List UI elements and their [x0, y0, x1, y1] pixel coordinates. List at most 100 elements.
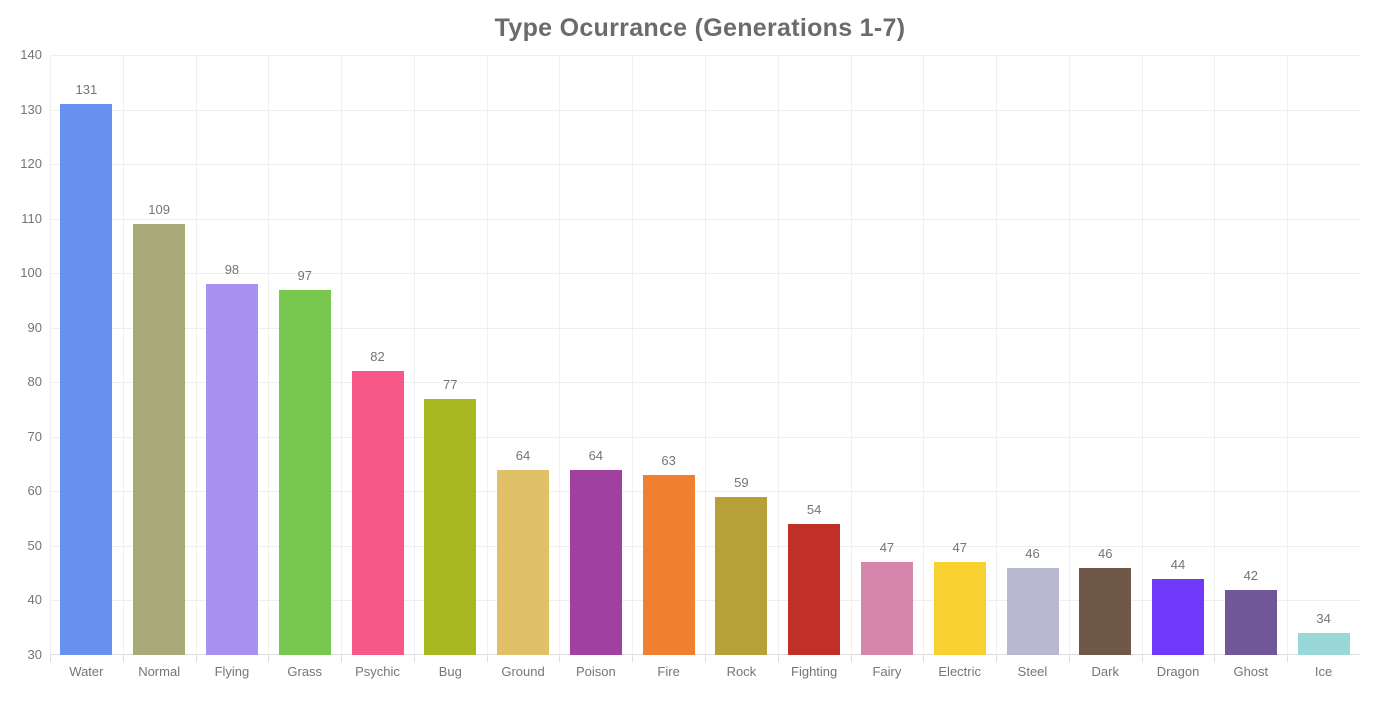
- plot-area: [50, 55, 1360, 662]
- axis-tick: [559, 655, 561, 662]
- bar-value-label: 64: [515, 447, 531, 463]
- y-tick-label: 110: [21, 210, 42, 226]
- v-gridline: [1287, 55, 1289, 655]
- axis-tick: [1287, 655, 1289, 662]
- axis-tick: [50, 655, 51, 662]
- bar-value-label: 98: [224, 262, 240, 278]
- v-gridline: [996, 55, 998, 655]
- bar-water[interactable]: [60, 104, 113, 655]
- axis-tick: [341, 655, 343, 662]
- axis-tick: [122, 655, 124, 662]
- axis-tick: [268, 655, 270, 662]
- v-gridline: [1068, 55, 1070, 655]
- y-tick-label: 130: [20, 101, 42, 117]
- bar-ghost[interactable]: [1224, 589, 1277, 655]
- x-tick-label: Fighting: [791, 664, 838, 679]
- y-axis-line: [50, 55, 51, 655]
- axis-tick: [777, 655, 779, 662]
- y-tick-label: 30: [27, 647, 42, 662]
- bar-psychic[interactable]: [351, 371, 404, 655]
- v-gridline: [122, 55, 124, 655]
- v-gridline: [632, 55, 634, 655]
- chart-title: Type Ocurrance (Generations 1-7): [494, 14, 906, 42]
- v-gridline: [850, 55, 852, 655]
- axis-tick: [632, 655, 634, 662]
- x-tick-label: Ice: [1314, 664, 1333, 679]
- bar-value-label: 34: [1316, 611, 1331, 627]
- x-tick-label: Water: [69, 664, 104, 679]
- v-gridline: [195, 55, 197, 655]
- x-tick-label: Bug: [438, 664, 462, 679]
- bar-bug[interactable]: [424, 398, 477, 655]
- bar-normal[interactable]: [133, 224, 186, 655]
- axis-tick: [413, 655, 415, 662]
- bar-value-label: 47: [879, 540, 895, 556]
- axis-tick: [486, 655, 488, 662]
- bar-dark[interactable]: [1079, 567, 1132, 655]
- bar-value-label: 46: [1025, 545, 1040, 561]
- bar-value-label: 77: [443, 376, 458, 392]
- x-tick-label: Normal: [138, 664, 181, 679]
- bar-fighting[interactable]: [788, 524, 841, 655]
- bar-value-label: 131: [75, 82, 98, 98]
- x-tick-label: Steel: [1017, 664, 1048, 679]
- bar-dragon[interactable]: [1152, 578, 1205, 655]
- x-tick-label: Electric: [938, 664, 982, 679]
- axis-tick: [850, 655, 852, 662]
- y-tick-label: 140: [20, 47, 42, 62]
- bar-steel[interactable]: [1006, 567, 1059, 655]
- v-gridline: [1214, 55, 1216, 655]
- y-tick-label: 50: [27, 537, 42, 553]
- bar-value-label: 46: [1098, 545, 1113, 561]
- y-tick-label: 80: [27, 374, 42, 390]
- bar-grass[interactable]: [278, 289, 331, 655]
- y-tick-label: 100: [20, 265, 42, 281]
- y-tick-label: 40: [27, 592, 42, 608]
- bar-fire[interactable]: [642, 475, 695, 655]
- bar-value-label: 42: [1243, 567, 1259, 583]
- bar-value-label: 64: [588, 447, 604, 463]
- bar-value-label: 47: [952, 540, 967, 556]
- y-tick-label: 120: [20, 156, 42, 172]
- x-tick-label: Dark: [1091, 664, 1119, 679]
- axis-tick: [705, 655, 706, 662]
- v-gridline: [341, 55, 343, 655]
- bar-flying[interactable]: [205, 284, 258, 655]
- bar-poison[interactable]: [569, 469, 622, 655]
- bar-value-label: 82: [370, 349, 385, 365]
- y-tick-label: 70: [27, 428, 42, 444]
- bar-value-label: 97: [297, 267, 312, 283]
- x-tick-label: Psychic: [355, 664, 400, 679]
- bar-ground[interactable]: [497, 469, 550, 655]
- bar-value-label: 54: [806, 502, 822, 518]
- bar-electric[interactable]: [933, 562, 986, 655]
- bar-value-label: 109: [148, 202, 170, 218]
- bar-ice[interactable]: [1297, 633, 1350, 655]
- axis-tick: [923, 655, 925, 662]
- v-gridline: [486, 55, 488, 655]
- axis-tick: [1068, 655, 1070, 662]
- x-tick-label: Ghost: [1233, 664, 1269, 679]
- x-tick-label: Dragon: [1156, 664, 1200, 679]
- x-tick-label: Fire: [657, 664, 680, 679]
- v-gridline: [705, 55, 706, 655]
- x-tick-label: Rock: [726, 664, 757, 679]
- x-tick-label: Ground: [501, 664, 545, 679]
- bar-rock[interactable]: [715, 496, 768, 655]
- v-gridline: [559, 55, 561, 655]
- v-gridline: [777, 55, 779, 655]
- axis-tick: [996, 655, 998, 662]
- v-gridline: [268, 55, 270, 655]
- x-tick-label: Flying: [214, 664, 250, 679]
- axis-tick: [1214, 655, 1216, 662]
- x-tick-label: Grass: [287, 664, 323, 679]
- axis-tick: [195, 655, 197, 662]
- bar-value-label: 44: [1170, 556, 1186, 572]
- bar-fairy[interactable]: [860, 562, 913, 655]
- x-tick-label: Fairy: [872, 664, 902, 679]
- v-gridline: [413, 55, 415, 655]
- bar-value-label: 63: [661, 453, 676, 468]
- v-gridline: [1141, 55, 1143, 655]
- y-tick-label: 90: [27, 319, 42, 335]
